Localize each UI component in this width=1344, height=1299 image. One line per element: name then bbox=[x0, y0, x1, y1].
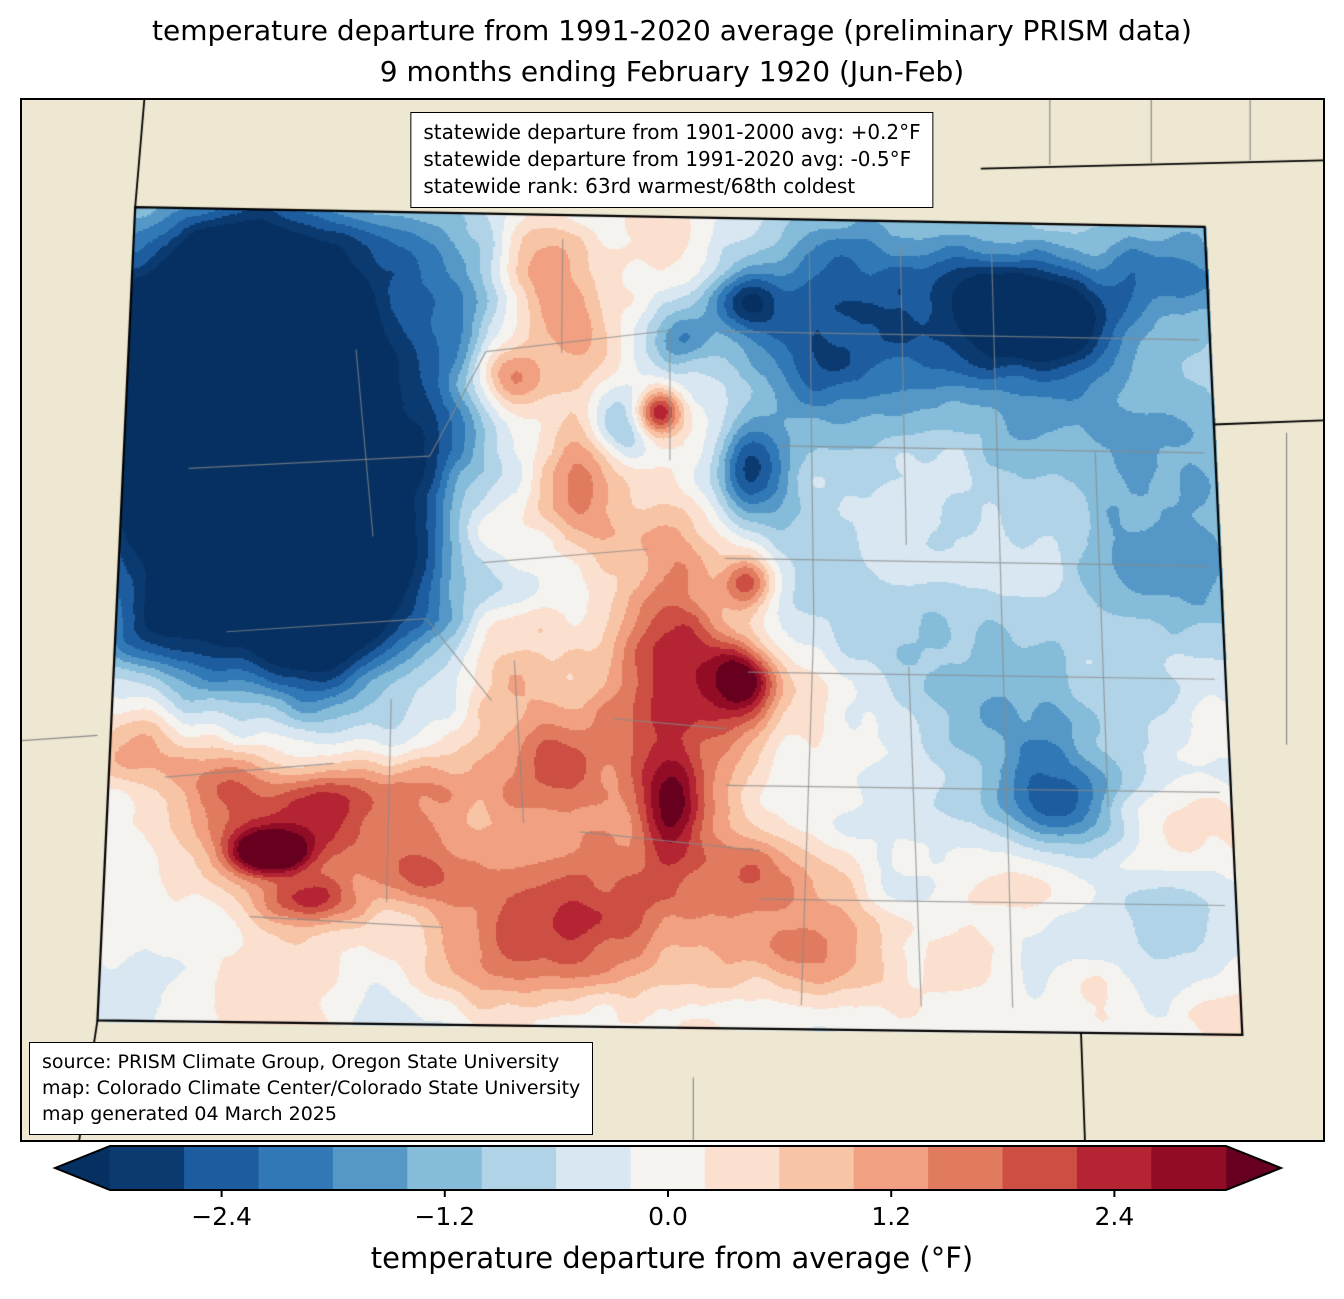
source-attribution-box: source: PRISM Climate Group, Oregon Stat… bbox=[29, 1042, 594, 1135]
colorbar-segment bbox=[1076, 1146, 1152, 1190]
colorbar-segment bbox=[1151, 1146, 1227, 1190]
colorbar-segment bbox=[1002, 1146, 1078, 1190]
colorbar-tick-label: 0.0 bbox=[648, 1202, 688, 1231]
colorbar-axis-label: temperature departure from average (°F) bbox=[370, 1241, 974, 1275]
colorbar-area: −2.4 −1.2 0.0 1.2 2.4 temperature departure … bbox=[52, 1143, 1292, 1275]
stat-line-rank: statewide rank: 63rd warmest/68th coldes… bbox=[423, 174, 856, 198]
colorbar-segment bbox=[853, 1146, 929, 1190]
colorbar-under-arrow bbox=[55, 1146, 110, 1190]
title-line-2: 9 months ending February 1920 (Jun-Feb) bbox=[379, 55, 965, 88]
colorbar-segment bbox=[332, 1146, 408, 1190]
source-line: source: PRISM Climate Group, Oregon Stat… bbox=[42, 1051, 560, 1073]
map-credit-line: map: Colorado Climate Center/Colorado St… bbox=[42, 1077, 581, 1099]
colorbar-segment bbox=[258, 1146, 334, 1190]
map-axes bbox=[20, 98, 1325, 1142]
stat-line-1901-2000: statewide departure from 1901-2000 avg: … bbox=[423, 120, 921, 144]
page-title: temperature departure from 1991-2020 ave… bbox=[0, 10, 1344, 92]
statewide-stats-box: statewide departure from 1901-2000 avg: … bbox=[410, 112, 934, 208]
colorbar-tick-label: 1.2 bbox=[871, 1202, 911, 1231]
colorbar-segment bbox=[928, 1146, 1004, 1190]
colorbar-segment bbox=[556, 1146, 632, 1190]
colorbar-segment bbox=[481, 1146, 557, 1190]
colorbar-segment bbox=[407, 1146, 483, 1190]
colorado-anomaly-map bbox=[22, 100, 1323, 1140]
colorbar-segment bbox=[704, 1146, 780, 1190]
colorbar-over-arrow bbox=[1226, 1146, 1281, 1190]
generated-date-line: map generated 04 March 2025 bbox=[42, 1103, 337, 1125]
colorbar-tick-label: −2.4 bbox=[191, 1202, 252, 1231]
colorbar: −2.4 −1.2 0.0 1.2 2.4 bbox=[52, 1145, 1284, 1231]
colorbar-outline bbox=[52, 1145, 1284, 1191]
colorbar-tick-label: 2.4 bbox=[1095, 1202, 1135, 1231]
title-line-1: temperature departure from 1991-2020 ave… bbox=[152, 14, 1192, 47]
colorbar-segment bbox=[630, 1146, 706, 1190]
colorbar-segment bbox=[779, 1146, 855, 1190]
colorbar-segment bbox=[184, 1146, 260, 1190]
stat-line-1991-2020: statewide departure from 1991-2020 avg: … bbox=[423, 147, 912, 171]
colorbar-tick-label: −1.2 bbox=[414, 1202, 475, 1231]
colorbar-segment bbox=[109, 1146, 185, 1190]
